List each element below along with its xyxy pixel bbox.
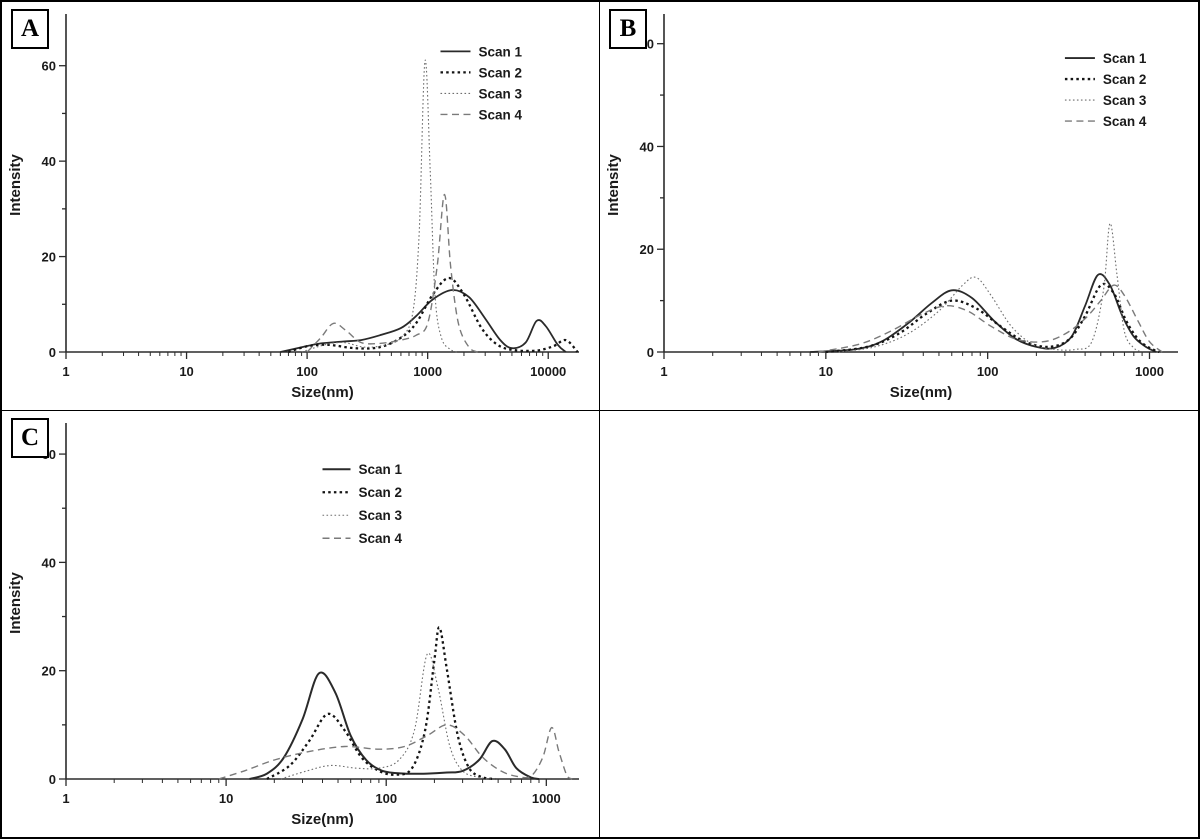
y-tick-label: 0	[49, 772, 56, 787]
legend-label: Scan 1	[359, 462, 403, 477]
y-tick-label: 0	[49, 345, 56, 360]
legend: Scan 1 Scan 2 Scan 3 Scan 4	[322, 462, 403, 546]
x-axis-label: Size(nm)	[890, 384, 953, 401]
series-scan-2	[825, 282, 1160, 354]
legend-label: Scan 2	[359, 485, 403, 500]
chart-a: 0 20 40 60 1 10 100 1000 10000 Size(nm) Intensity S…	[7, 14, 579, 401]
legend: Scan 1 Scan 2 Scan 3 Scan 4	[1064, 51, 1147, 129]
series-scan-2	[288, 276, 579, 354]
x-tick-label: 100	[375, 791, 397, 806]
y-axis-label: Intensity	[605, 154, 622, 216]
series-scan-1	[280, 289, 567, 353]
x-tick-label: 10	[819, 364, 833, 379]
panel-b: B 02040601101001000Size(nm)IntensityScan…	[600, 2, 1198, 411]
legend-label: Scan 2	[478, 65, 522, 80]
series-scan-3	[280, 652, 491, 780]
legend-label: Scan 1	[478, 44, 522, 59]
x-axis-label: Size(nm)	[291, 811, 354, 828]
legend-label: Scan 3	[478, 86, 522, 101]
x-tick-label: 1	[660, 364, 667, 379]
y-axis-label: Intensity	[7, 154, 24, 216]
panel-c: C 02040601101001000Size(nm)IntensityScan…	[2, 411, 600, 837]
panel-c-label: C	[11, 418, 49, 458]
y-tick-label: 20	[42, 664, 56, 679]
panel-a: A 0 20 40 60 1 10 100 1000 10000 Size(nm) Intensit…	[2, 2, 600, 411]
series-scan-1	[810, 273, 1157, 353]
x-tick-label: 10	[179, 364, 193, 379]
legend-label: Scan 4	[359, 531, 403, 546]
y-tick-label: 40	[640, 139, 654, 154]
y-tick-label: 40	[42, 555, 56, 570]
panel-b-label: B	[609, 9, 647, 49]
series-scan-3	[301, 59, 459, 353]
x-tick-label: 100	[977, 364, 999, 379]
x-tick-label: 100	[296, 364, 318, 379]
series-scan-4	[818, 284, 1163, 353]
x-tick-label: 1000	[413, 364, 442, 379]
legend-label: Scan 2	[1103, 72, 1147, 87]
x-tick-label: 10000	[530, 364, 566, 379]
legend-label: Scan 1	[1103, 51, 1147, 66]
x-tick-label: 1	[62, 791, 69, 806]
legend-label: Scan 4	[1103, 114, 1147, 129]
legend-label: Scan 4	[478, 107, 522, 122]
y-tick-label: 0	[647, 345, 654, 360]
y-tick-label: 40	[42, 154, 56, 169]
x-tick-label: 1000	[1135, 364, 1164, 379]
x-axis-label: Size(nm)	[291, 384, 354, 401]
x-tick-label: 1	[62, 364, 69, 379]
empty-area	[600, 411, 1198, 837]
series-scan-4	[306, 193, 479, 353]
series-scan-3	[838, 222, 1143, 353]
legend: Scan 1 Scan 2 Scan 3 Scan 4	[440, 44, 523, 122]
series-scan-2	[266, 626, 496, 781]
series-scan-4	[218, 724, 573, 780]
x-tick-label: 1000	[532, 791, 561, 806]
y-tick-label: 20	[640, 242, 654, 257]
legend-label: Scan 3	[359, 508, 403, 523]
y-axis-label: Intensity	[7, 572, 24, 634]
legend-label: Scan 3	[1103, 93, 1147, 108]
panel-a-label: A	[11, 9, 49, 49]
y-tick-label: 20	[42, 250, 56, 265]
y-tick-label: 60	[42, 59, 56, 74]
x-tick-label: 10	[219, 791, 233, 806]
